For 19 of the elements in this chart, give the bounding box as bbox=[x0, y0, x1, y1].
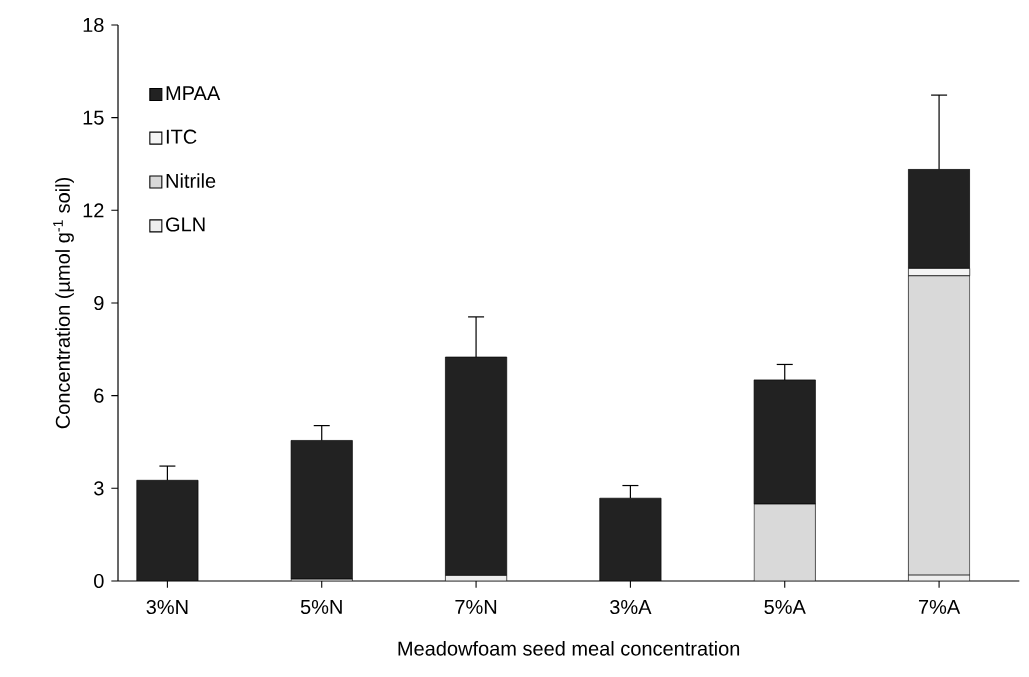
y-tick-label: 6 bbox=[94, 388, 104, 403]
y-tick-label: 12 bbox=[83, 203, 104, 218]
x-tick-label: 3%A bbox=[610, 599, 652, 615]
y-tick-label: 3 bbox=[94, 481, 104, 496]
x-tick-label: 3%N bbox=[146, 599, 188, 615]
legend-label: Nitrile bbox=[166, 173, 216, 188]
y-tick-label: 0 bbox=[94, 573, 104, 589]
x-tick-label: 7%N bbox=[455, 599, 497, 614]
x-axis-title: Meadowfoam seed meal concentration bbox=[398, 641, 740, 656]
y-tick-label: 15 bbox=[83, 110, 104, 125]
legend-label: MPAA bbox=[166, 86, 221, 100]
legend-label: GLN bbox=[166, 217, 205, 232]
legend-label: ITC bbox=[166, 129, 197, 144]
x-tick-label: 7%A bbox=[918, 599, 961, 614]
x-tick-label: 5%A bbox=[764, 599, 806, 614]
x-tick-label: 5%N bbox=[300, 599, 342, 614]
y-tick-label: 9 bbox=[94, 295, 104, 311]
y-axis-title: Concentration (µmol g$^{-1}$ soil) bbox=[53, 177, 74, 429]
y-tick-label: 18 bbox=[83, 17, 104, 33]
